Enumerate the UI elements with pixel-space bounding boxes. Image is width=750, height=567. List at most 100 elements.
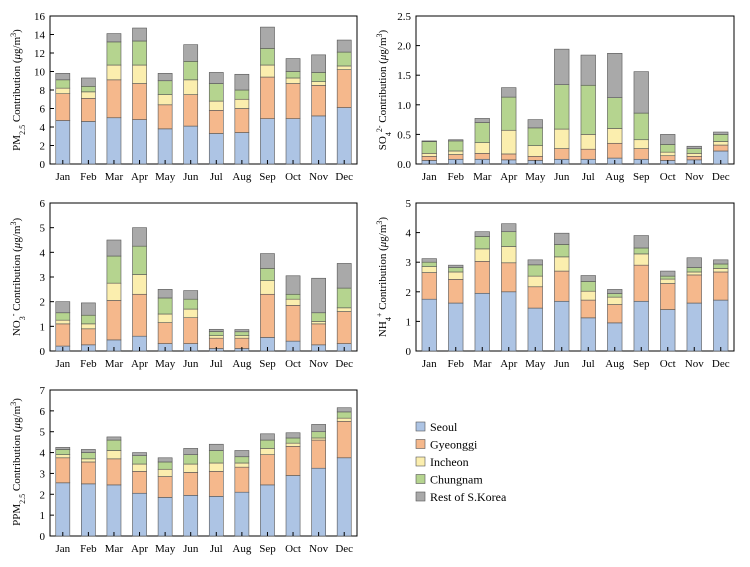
- no3-bar-mar-incheon: [106, 282, 122, 301]
- pm25-bar-jun-gyeonggi: [183, 94, 199, 127]
- no3-bar-jan-incheon: [55, 319, 71, 325]
- pm25-bar-aug-rest-of-s-korea: [234, 73, 250, 91]
- ppm25-xtick-label: Apr: [131, 543, 148, 555]
- ppm25-bar-may-rest-of-s-korea: [157, 457, 173, 463]
- nh4-bar-apr-rest-of-s-korea: [501, 223, 517, 233]
- ppm25-xtick-label: Jul: [210, 543, 223, 555]
- no3-bar-mar-gyeonggi: [106, 300, 122, 341]
- no3-bar-nov-incheon: [311, 321, 326, 325]
- pm25-bar-jan-gyeonggi: [55, 93, 71, 121]
- ppm25-bar-feb-seoul: [81, 483, 96, 537]
- ppm25-bar-dec-chungnam: [336, 411, 352, 419]
- pm25-bar-jan-rest-of-s-korea: [55, 73, 71, 81]
- pm25-bar-may-incheon: [157, 94, 173, 106]
- nh4-bar-apr-chungnam: [501, 231, 517, 247]
- no3-xtick-label: Oct: [285, 358, 301, 370]
- no3-ytick-label: 5: [40, 223, 46, 235]
- ppm25-bar-may-incheon: [157, 468, 173, 477]
- ppm25-bar-aug-incheon: [234, 462, 250, 468]
- no3-bar-feb-chungnam: [81, 314, 96, 325]
- nh4-xtick-label: Apr: [500, 358, 517, 370]
- ppm25-bar-nov-incheon: [311, 437, 326, 441]
- nh4-ytick-label: 4: [406, 228, 412, 240]
- so4-xtick-label: Feb: [448, 171, 465, 183]
- pm25-bar-jul-incheon: [208, 100, 224, 111]
- no3-ytick-label: 6: [40, 198, 46, 210]
- pm25-bar-mar-chungnam: [106, 41, 122, 66]
- pm25-bar-feb-gyeonggi: [81, 98, 96, 122]
- pm25-bar-oct-incheon: [285, 77, 301, 84]
- nh4-bar-dec-chungnam: [713, 263, 729, 269]
- ppm25-bar-oct-seoul: [285, 475, 301, 537]
- ppm25-bar-aug-chungnam: [234, 456, 250, 464]
- so4-bar-jun-incheon: [554, 128, 570, 149]
- so4-bar-jan-gyeonggi: [421, 156, 437, 161]
- no3-bar-jul-gyeonggi: [208, 337, 224, 349]
- nh4-bar-apr-incheon: [501, 246, 517, 264]
- so4-bar-jun-chungnam: [554, 84, 570, 130]
- ppm25-xtick-label: Aug: [232, 543, 251, 555]
- ppm25-bar-jun-rest-of-s-korea: [183, 448, 199, 455]
- no3-bar-sep-chungnam: [260, 268, 275, 281]
- no3-xtick-label: Jan: [55, 358, 70, 370]
- ppm25-bar-nov-rest-of-s-korea: [311, 424, 326, 433]
- nh4-bar-mar-seoul: [474, 292, 490, 352]
- nh4-bar-aug-gyeonggi: [607, 304, 623, 324]
- so4-bar-sep-chungnam: [633, 112, 649, 141]
- no3-bar-aug-gyeonggi: [234, 337, 250, 349]
- so4-bar-jul-incheon: [580, 134, 596, 150]
- pm25-xtick-label: Sep: [259, 171, 276, 183]
- ppm25-xtick-label: Mar: [105, 543, 124, 555]
- ppm25-bar-may-seoul: [157, 497, 173, 537]
- ppm25-bar-jun-seoul: [183, 495, 199, 537]
- ppm25-bar-nov-gyeonggi: [311, 439, 326, 469]
- ppm25-ytick-label: 2: [40, 489, 46, 501]
- so4-xtick-label: Aug: [605, 171, 624, 183]
- no3-bar-mar-chungnam: [106, 255, 122, 284]
- nh4-bar-feb-rest-of-s-korea: [448, 264, 464, 268]
- nh4-bar-jul-seoul: [580, 317, 596, 352]
- pm25-bar-feb-incheon: [81, 91, 96, 99]
- ppm25-ylabel: PPM2.5 Contribution (μg/m3): [9, 398, 27, 526]
- pm25-bar-apr-seoul: [132, 119, 147, 165]
- so4-bar-jul-rest-of-s-korea: [580, 54, 596, 86]
- pm25-bar-jan-incheon: [55, 87, 71, 95]
- legend-swatch-seoul: [415, 421, 426, 432]
- no3-bar-dec-chungnam: [336, 287, 352, 309]
- nh4-bar-aug-rest-of-s-korea: [607, 289, 623, 294]
- so4-bar-aug-chungnam: [607, 97, 623, 129]
- so4-bar-oct-rest-of-s-korea: [660, 134, 676, 145]
- ppm25-bar-oct-gyeonggi: [285, 446, 301, 476]
- pm25-ytick-label: 6: [40, 104, 46, 116]
- nh4-xtick-label: Dec: [712, 358, 730, 370]
- pm25-bar-jan-chungnam: [55, 79, 71, 89]
- ppm25-xtick-label: May: [155, 543, 176, 555]
- so4-xtick-label: Jun: [554, 171, 570, 183]
- ppm25-bar-apr-incheon: [132, 463, 147, 472]
- nh4-bar-dec-rest-of-s-korea: [713, 259, 729, 265]
- nh4-bar-jul-chungnam: [580, 281, 596, 292]
- pm25-bar-oct-seoul: [285, 118, 301, 165]
- nh4-bar-mar-incheon: [474, 248, 490, 262]
- ppm25-bar-oct-incheon: [285, 442, 301, 447]
- nh4-bar-jan-chungnam: [421, 261, 437, 267]
- pm25-bar-sep-seoul: [260, 118, 275, 165]
- so4-bar-feb-chungnam: [448, 140, 464, 152]
- no3-ytick-label: 3: [40, 272, 46, 284]
- ppm25-bar-mar-chungnam: [106, 439, 122, 451]
- pm25-bar-feb-chungnam: [81, 86, 96, 93]
- pm25-bar-jul-seoul: [208, 133, 224, 165]
- pm25-bar-jun-seoul: [183, 125, 199, 165]
- nh4-bar-dec-seoul: [713, 299, 729, 352]
- no3-bar-nov-chungnam: [311, 312, 326, 322]
- nh4-bar-nov-chungnam: [686, 267, 702, 273]
- nh4-bar-oct-chungnam: [660, 275, 676, 280]
- nh4-bar-feb-gyeonggi: [448, 279, 464, 304]
- ppm25-ytick-label: 0: [40, 531, 46, 543]
- no3-bar-oct-gyeonggi: [285, 305, 301, 342]
- so4-ytick-label: 0.5: [397, 129, 411, 141]
- so4-ytick-label: 1.0: [397, 100, 411, 112]
- nh4-bar-apr-seoul: [501, 291, 517, 352]
- ppm25-bar-dec-gyeonggi: [336, 420, 352, 459]
- so4-bar-feb-rest-of-s-korea: [448, 139, 464, 142]
